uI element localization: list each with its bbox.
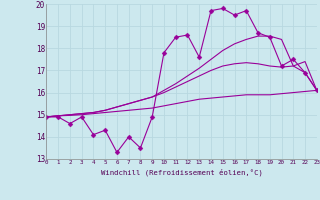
X-axis label: Windchill (Refroidissement éolien,°C): Windchill (Refroidissement éolien,°C) (101, 168, 262, 176)
